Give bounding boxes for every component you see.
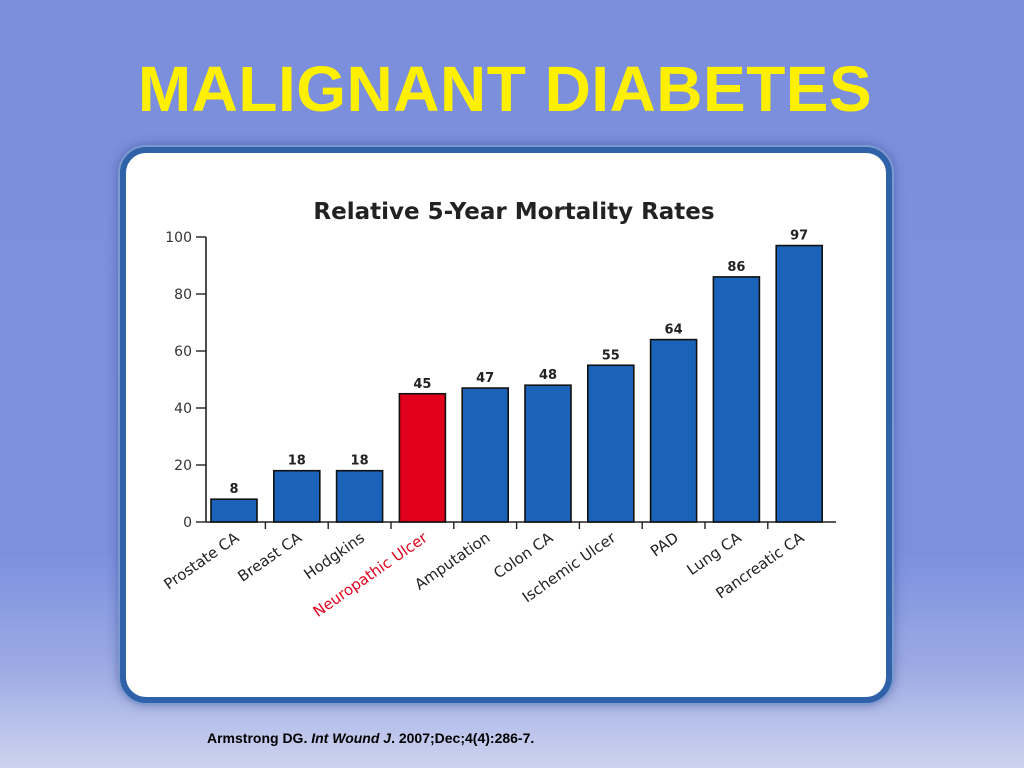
bar	[398, 392, 447, 523]
data-label: 86	[727, 260, 745, 275]
bar	[586, 364, 635, 523]
citation-journal: Int Wound J	[311, 730, 392, 746]
citation-rest: . 2007;Dec;4(4):286-7.	[391, 730, 535, 746]
bar	[712, 276, 761, 523]
y-tick-label: 0	[183, 515, 192, 531]
y-tick-label: 60	[174, 344, 192, 360]
data-label: 97	[790, 229, 808, 244]
slide-title: MALIGNANT DIABETES	[137, 53, 873, 125]
x-tick-label: Neuropathic Ulcer	[310, 528, 432, 621]
bar	[649, 338, 698, 523]
bar	[210, 498, 258, 523]
y-tick-label: 20	[174, 458, 192, 474]
data-label: 64	[665, 323, 683, 338]
y-tick-label: 100	[165, 230, 192, 246]
chart-card: Relative 5-Year Mortality Rates 0 20 40 60 8…	[120, 147, 892, 703]
data-label: 47	[476, 371, 494, 386]
bar	[775, 244, 824, 523]
bar	[273, 469, 321, 523]
bar	[524, 384, 572, 523]
chart-bars: 8 18 18 45 47 48 55 64 86 97	[210, 229, 824, 523]
y-tick-label: 80	[174, 287, 192, 303]
bar-chart: Relative 5-Year Mortality Rates 0 20 40 60 8…	[160, 199, 836, 621]
x-tick-label: Breast CA	[234, 528, 305, 585]
data-label: 45	[413, 377, 431, 392]
data-label: 18	[351, 454, 369, 469]
x-tick-label: PAD	[647, 529, 682, 561]
y-tick-label: 40	[174, 401, 192, 417]
data-label: 55	[602, 348, 620, 363]
data-label: 48	[539, 368, 557, 383]
chart-title: Relative 5-Year Mortality Rates	[313, 199, 714, 225]
data-label: 18	[288, 454, 306, 469]
bar	[335, 469, 384, 523]
citation-author: Armstrong DG.	[207, 730, 312, 746]
bar	[461, 387, 510, 523]
citation: Armstrong DG. Int Wound J. 2007;Dec;4(4)…	[207, 730, 534, 746]
data-label: 8	[229, 482, 238, 497]
x-tick-label: Prostate CA	[160, 528, 242, 593]
